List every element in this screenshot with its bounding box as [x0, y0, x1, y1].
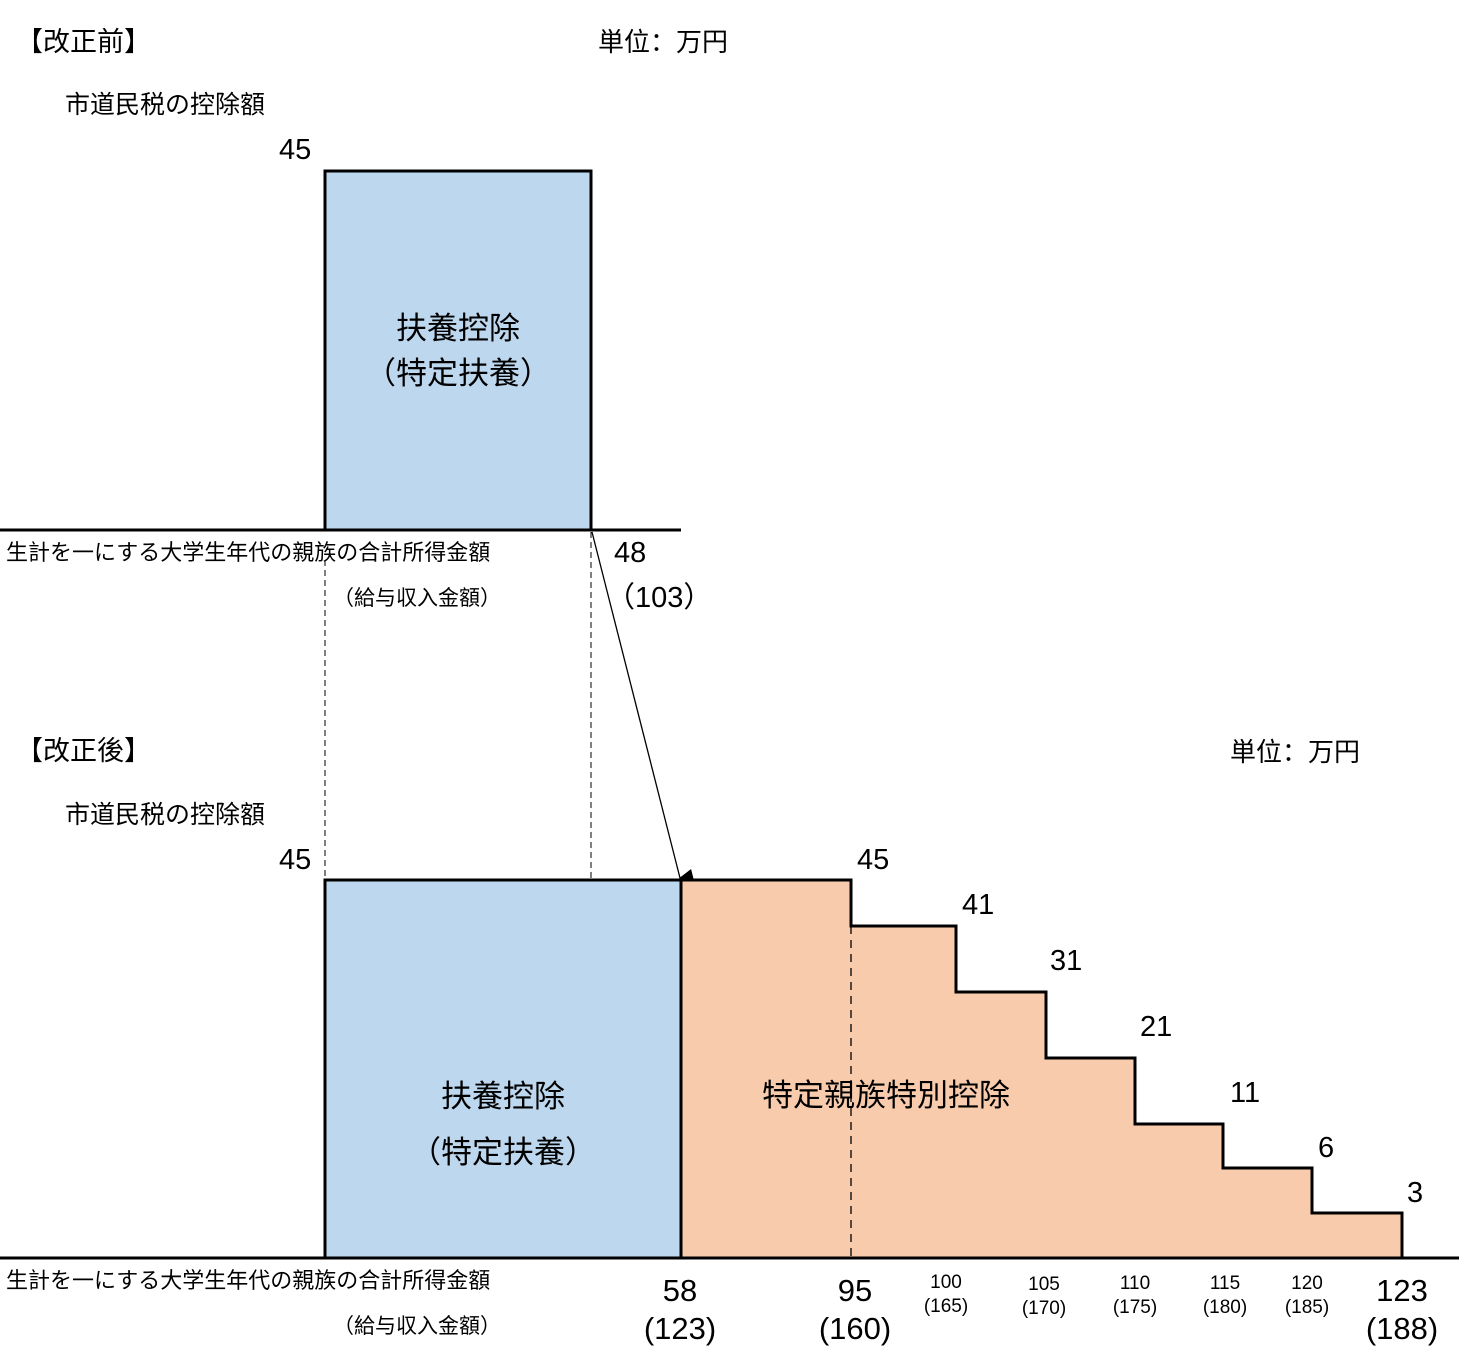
before-box-line1: 扶養控除: [396, 311, 520, 347]
x-tick-income-100: 100: [930, 1272, 962, 1293]
x-tick-salary-170: (170): [1021, 1298, 1067, 1319]
after-y-tick-45: 45: [279, 844, 312, 876]
step-value-21: 21: [1140, 1011, 1173, 1043]
step-value-31: 31: [1050, 945, 1083, 977]
special-relative-deduction-steps: [679, 878, 1404, 1260]
before-y-axis-label: 市道民税の控除額: [65, 90, 266, 119]
after-box-line2: （特定扶養）: [410, 1134, 596, 1171]
before-x-axis-label: 生計を一にする大学生年代の親族の合計所得金額: [6, 541, 491, 566]
before-section-title: 【改正前】: [16, 27, 151, 58]
before-x-axis-sublabel: （給与収入金額）: [333, 586, 501, 610]
x-tick-income-105: 105: [1028, 1274, 1060, 1295]
x-tick-salary-160: (160): [818, 1311, 892, 1346]
after-box-line1: 扶養控除: [441, 1079, 565, 1115]
before-box-line2: （特定扶養）: [365, 355, 551, 392]
after-x-axis-label: 生計を一にする大学生年代の親族の合計所得金額: [6, 1269, 491, 1294]
after-y-axis-label: 市道民税の控除額: [65, 800, 266, 829]
special-relative-deduction-label: 特定親族特別控除: [762, 1078, 1010, 1114]
before-dependent-deduction-bar: [323, 169, 593, 532]
shift-arrow: [591, 531, 695, 881]
x-tick-salary-123: (123): [643, 1311, 717, 1346]
step-value-45: 45: [857, 844, 890, 876]
after-section-title: 【改正後】: [16, 736, 151, 767]
x-tick-income-110: 110: [1119, 1273, 1151, 1294]
x-tick-salary-185: (185): [1284, 1297, 1330, 1318]
after-chart: [0, 878, 1459, 1260]
x-tick-income-123: 123: [1376, 1273, 1428, 1308]
x-tick-income-120: 120: [1291, 1273, 1323, 1294]
before-unit-label: 単位：万円: [598, 28, 729, 58]
x-tick-salary-180: (180): [1202, 1297, 1248, 1318]
before-chart: [0, 169, 681, 532]
step-value-6: 6: [1318, 1132, 1335, 1164]
x-tick-income-115: 115: [1209, 1273, 1241, 1294]
step-value-3: 3: [1407, 1177, 1424, 1209]
after-dependent-deduction-bar: [323, 878, 683, 1260]
after-x-axis-sublabel: （給与収入金額）: [333, 1314, 501, 1338]
before-y-tick-45: 45: [279, 134, 312, 166]
after-unit-label: 単位：万円: [1230, 738, 1361, 768]
x-tick-salary-175: (175): [1112, 1297, 1158, 1318]
x-tick-salary-165: (165): [923, 1296, 969, 1317]
x-tick-income-58: 58: [662, 1273, 698, 1308]
x-tick-income-95: 95: [837, 1273, 873, 1308]
x-tick-salary-188: (188): [1365, 1311, 1439, 1346]
before-x-tick-income-48: 48: [614, 537, 647, 569]
after-dependent-deduction-label: 扶養控除 （特定扶養）: [325, 1070, 681, 1182]
step-value-11: 11: [1230, 1077, 1261, 1109]
before-x-tick-salary-103: （103）: [606, 582, 713, 614]
step-value-41: 41: [962, 889, 995, 921]
before-dependent-deduction-label: 扶養控除 （特定扶養）: [325, 307, 591, 397]
